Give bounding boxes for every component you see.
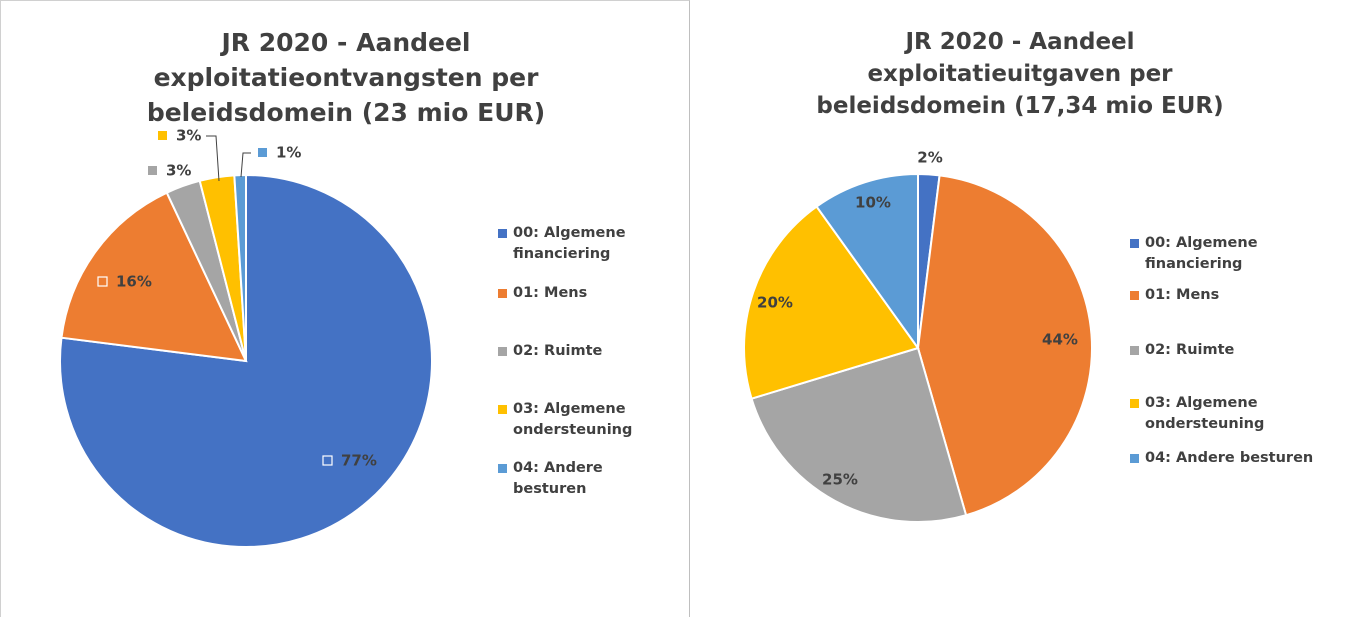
legend-key (498, 289, 507, 298)
leader-line (240, 152, 251, 178)
legend-item: 02: Ruimte (498, 341, 658, 362)
chart-panel: 2% 44% 25% 20% 10% JR 2020 - Aandeel exploit… (690, 0, 1349, 617)
pie-slice (60, 191, 248, 363)
data-label: 77% (341, 452, 377, 470)
data-label: 16% (116, 273, 152, 291)
pie-slice (750, 346, 968, 523)
legend-key (1130, 346, 1139, 355)
legend-key (1130, 454, 1139, 463)
data-label: 2% (917, 149, 942, 167)
chart-title: JR 2020 - Aandeel exploitatieontvangsten… (146, 28, 546, 127)
data-label: 44% (1042, 331, 1078, 349)
legend-label: 01: Mens (1145, 287, 1220, 303)
legend-key (498, 229, 507, 238)
legend-item: 04: Andere besturen (1130, 448, 1345, 469)
legend-item: 03: Algemene ondersteuning (498, 399, 658, 441)
pie-slice (233, 173, 247, 362)
legend-key (1130, 291, 1139, 300)
pie-slice (916, 174, 1093, 517)
leader-line (206, 135, 220, 182)
legend-key (1130, 399, 1139, 408)
legend-label: 00: Algemene financiering (1145, 235, 1258, 273)
legend-item: 01: Mens (1130, 285, 1345, 306)
data-label: 10% (855, 194, 891, 212)
legend-label: 00: Algemene financiering (513, 225, 626, 263)
chart-title: JR 2020 - Aandeel exploitatieuitgaven pe… (816, 29, 1224, 120)
legend-label: 02: Ruimte (1145, 342, 1235, 358)
data-label: 1% (276, 144, 301, 162)
label-key (258, 148, 267, 157)
chart-panel: 77% 16% 3% 3% 1% JR 2020 - Aandeel exploitat… (0, 0, 690, 617)
chart: 2% 44% 25% 20% 10% (743, 149, 1093, 523)
data-label: 3% (176, 127, 201, 145)
chart: 77% 16% 3% 3% 1% (59, 127, 433, 548)
legend-item: 01: Mens (498, 283, 658, 304)
legend-label: 03: Algemene ondersteuning (1145, 395, 1265, 433)
legend-label: 01: Mens (513, 285, 588, 301)
data-label: 3% (166, 162, 191, 180)
legend-label: 04: Andere besturen (1145, 450, 1314, 466)
data-label: 20% (757, 294, 793, 312)
legend-key (1130, 239, 1139, 248)
legend-label: 03: Algemene ondersteuning (513, 401, 633, 439)
legend-key (498, 347, 507, 356)
label-key (97, 276, 108, 287)
legend-item: 04: Andere besturen (498, 458, 658, 500)
data-label: 25% (822, 471, 858, 489)
legend-item: 02: Ruimte (1130, 340, 1345, 361)
pie-slice (815, 172, 919, 352)
legend-item: 00: Algemene financiering (1130, 233, 1345, 275)
label-key (322, 455, 333, 466)
label-key (148, 166, 157, 175)
legend-item: 03: Algemene ondersteuning (1130, 393, 1345, 435)
label-key (158, 131, 167, 140)
pie-slice (743, 205, 920, 400)
legend-label: 02: Ruimte (513, 343, 603, 359)
legend-key (498, 405, 507, 414)
legend-key (498, 464, 507, 473)
legend-label: 04: Andere besturen (513, 460, 603, 498)
legend-item: 00: Algemene financiering (498, 223, 658, 265)
